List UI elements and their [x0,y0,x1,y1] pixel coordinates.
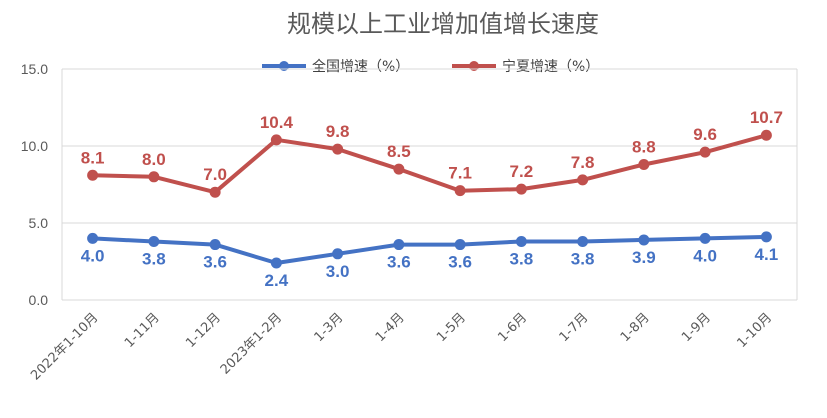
data-label: 10.4 [260,113,294,132]
x-tick-label: 2023年1-2月 [218,310,285,377]
data-label: 10.7 [750,108,783,127]
y-axis: 0.0 5.0 10.0 15.0 [21,61,48,308]
data-point [148,171,160,183]
x-tick-label: 1-7月 [557,310,592,345]
x-tick-label: 1-10月 [735,310,776,351]
data-point [699,146,711,158]
data-point [393,163,405,175]
series-line [90,133,769,195]
data-point [760,129,772,141]
data-label: 3.6 [203,253,227,272]
x-tick-label: 1-6月 [495,310,530,345]
data-label: 3.8 [510,249,534,268]
data-label: 9.8 [326,122,350,141]
legend-label-ningxia: 宁夏增速（%） [502,58,599,75]
data-point [87,232,99,244]
data-label: 7.8 [571,153,595,172]
data-label: 7.0 [203,165,227,184]
data-label: 4.1 [755,245,779,264]
series-layer: 4.0 3.8 3.62.4 3.0 3.6 3.6 3.8 3.8 3.9 4.0 4.18.1 8… [81,108,783,290]
data-point [270,257,282,269]
data-label: 3.8 [142,249,166,268]
data-point [515,235,527,247]
data-point [454,185,466,197]
legend: 全国增速（%） 宁夏增速（%） [262,58,599,75]
data-label: 2.4 [265,271,289,290]
data-point [577,235,589,247]
data-point [209,239,221,251]
data-label: 8.5 [387,142,411,161]
data-point [760,231,772,243]
data-point [148,235,160,247]
data-point [638,234,650,246]
data-label: 3.6 [387,253,411,272]
legend-label-national: 全国增速（%） [312,58,409,75]
y-tick-label: 10.0 [21,138,48,154]
series-1: 8.1 8.0 7.0 10.4 9.8 8.5 7.1 7.2 7.8 8.8 9.6 10.7 [81,108,783,198]
data-point [332,248,344,260]
data-point [87,169,99,181]
x-tick-label: 1-12月 [183,310,224,351]
data-point [577,174,589,186]
x-tick-label: 1-4月 [373,310,408,345]
data-point [209,186,221,198]
series-0: 4.0 3.8 3.6 2.4 3.0 3.6 3.6 3.8 3.8 3.9 4.0 4.1 [81,231,778,290]
data-label: 3.9 [632,248,656,267]
data-label: 8.8 [632,137,656,156]
x-tick-label: 1-8月 [618,310,653,345]
y-tick-label: 0.0 [29,292,49,308]
legend-item-ningxia: 宁夏增速（%） [452,58,599,75]
data-label: 8.1 [81,148,105,167]
data-point [393,239,405,251]
data-label: 4.0 [693,246,717,265]
x-tick-label: 1-11月 [122,310,163,351]
gridlines [61,68,798,301]
y-tick-label: 5.0 [29,215,49,231]
data-label: 4.0 [81,246,105,265]
data-point [515,183,527,195]
series-line [90,234,769,265]
data-point [332,143,344,155]
data-label: 3.8 [571,249,595,268]
legend-item-national: 全国增速（%） [262,58,409,75]
data-label: 7.1 [448,164,472,183]
y-tick-label: 15.0 [21,61,48,77]
x-tick-label: 1-3月 [312,310,347,345]
x-tick-label: 2022年1-10月 [28,310,101,383]
x-tick-label: 1-5月 [434,310,469,345]
data-point [270,134,282,146]
data-label: 8.0 [142,150,166,169]
data-point [699,232,711,244]
data-label: 3.6 [448,253,472,272]
data-point [638,158,650,170]
data-label: 3.0 [326,262,350,281]
chart-title: 规模以上工业增加值增长速度 [287,10,599,38]
x-tick-label: 1-9月 [679,310,714,345]
data-point [454,239,466,251]
data-label: 9.6 [693,125,717,144]
data-label: 7.2 [510,162,534,181]
